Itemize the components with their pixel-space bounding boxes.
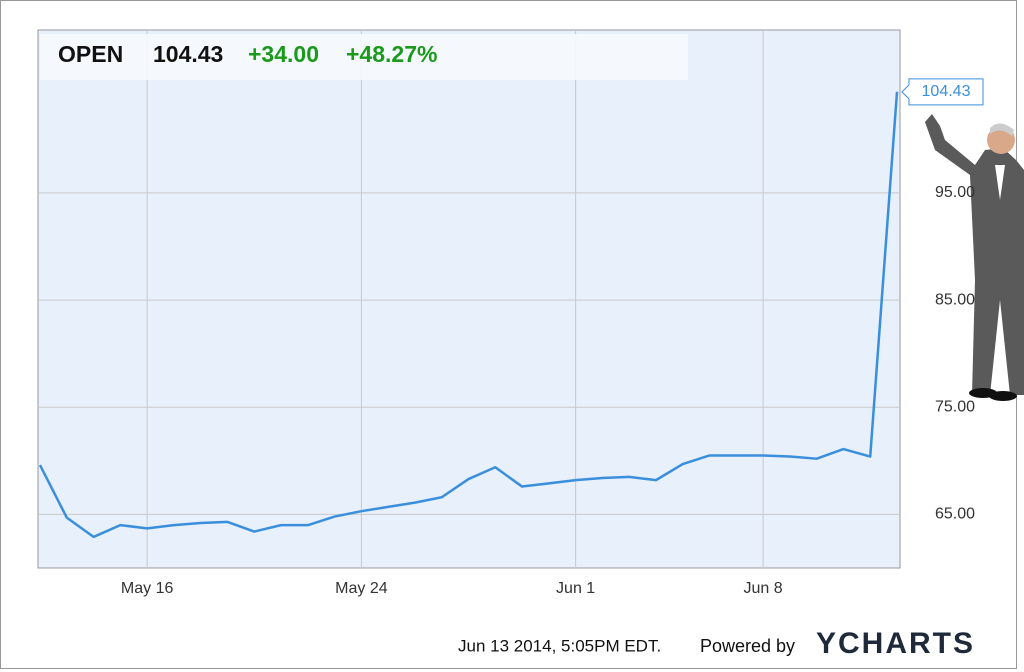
- price: 104.43: [153, 41, 223, 67]
- x-tick-label: May 24: [335, 580, 388, 597]
- header-box: [40, 34, 688, 80]
- y-tick-label: 85.00: [935, 291, 975, 308]
- value-label-box: [901, 78, 984, 106]
- x-tick-label: May 16: [121, 580, 174, 597]
- change: +34.00: [248, 41, 319, 67]
- powered-by: Powered by: [700, 636, 795, 656]
- y-tick-label: 95.00: [935, 184, 975, 201]
- x-tick-label: Jun 8: [744, 580, 783, 597]
- timestamp: Jun 13 2014, 5:05PM EDT.: [458, 636, 661, 655]
- marks: [38, 91, 899, 539]
- symbol: OPEN: [58, 41, 123, 67]
- person-illustration: [925, 114, 1024, 401]
- grid: [38, 30, 900, 568]
- y-tick-label: 65.00: [935, 506, 975, 523]
- value-label: 104.43: [922, 83, 971, 100]
- y-tick-label: 75.00: [935, 398, 975, 415]
- plot-area: [37, 29, 901, 569]
- price-line: [38, 91, 899, 539]
- brand: YCHARTS: [816, 627, 975, 660]
- change-pct: +48.27%: [346, 41, 437, 67]
- x-tick-label: Jun 1: [556, 580, 595, 597]
